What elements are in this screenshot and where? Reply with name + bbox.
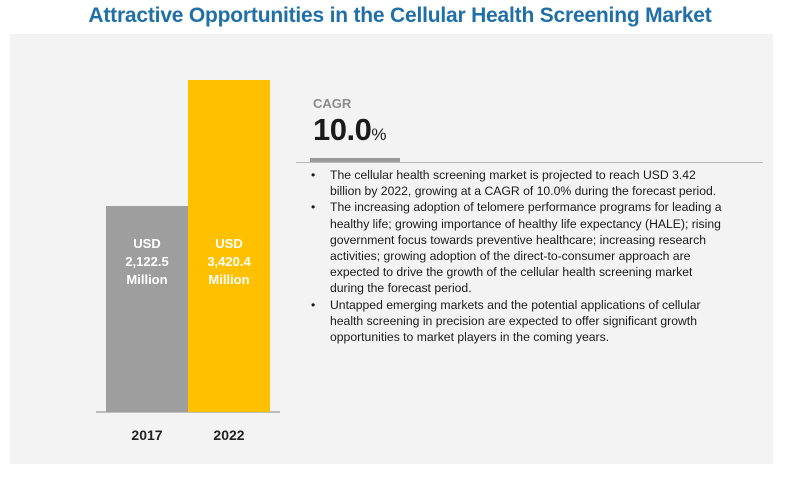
x-tick-label: 2017	[131, 427, 162, 443]
cagr-number: 10.0	[313, 112, 372, 147]
key-findings-list: The cellular health screening market is …	[308, 167, 728, 345]
bar-2022	[188, 80, 270, 412]
x-tick-label: 2022	[213, 427, 244, 443]
cagr-value: 10.0%	[313, 112, 386, 148]
bar-value-label: USD	[133, 236, 160, 251]
bar-value-label: Million	[208, 272, 249, 287]
bar-value-label: Million	[126, 272, 167, 287]
bar-value-label: 3,420.4	[207, 254, 251, 269]
page-title: Attractive Opportunities in the Cellular…	[88, 4, 712, 27]
finding-item: Untapped emerging markets and the potent…	[308, 297, 728, 346]
infographic-panel: USD 2,122.5 Million 2017 USD 3,420.4 Million 20…	[10, 34, 773, 464]
bar-chart: USD 2,122.5 Million 2017 USD 3,420.4 Million 20…	[96, 80, 280, 443]
cagr-underline	[310, 158, 400, 162]
bar-value-label: USD	[215, 236, 242, 251]
section-divider	[296, 162, 763, 163]
finding-item: The cellular health screening market is …	[308, 167, 728, 199]
cagr-label: CAGR	[313, 96, 352, 111]
bar-value-label: 2,122.5	[125, 254, 168, 269]
finding-item: The increasing adoption of telomere perf…	[308, 199, 728, 296]
cagr-unit: %	[371, 125, 386, 144]
bar-2017	[106, 205, 188, 412]
